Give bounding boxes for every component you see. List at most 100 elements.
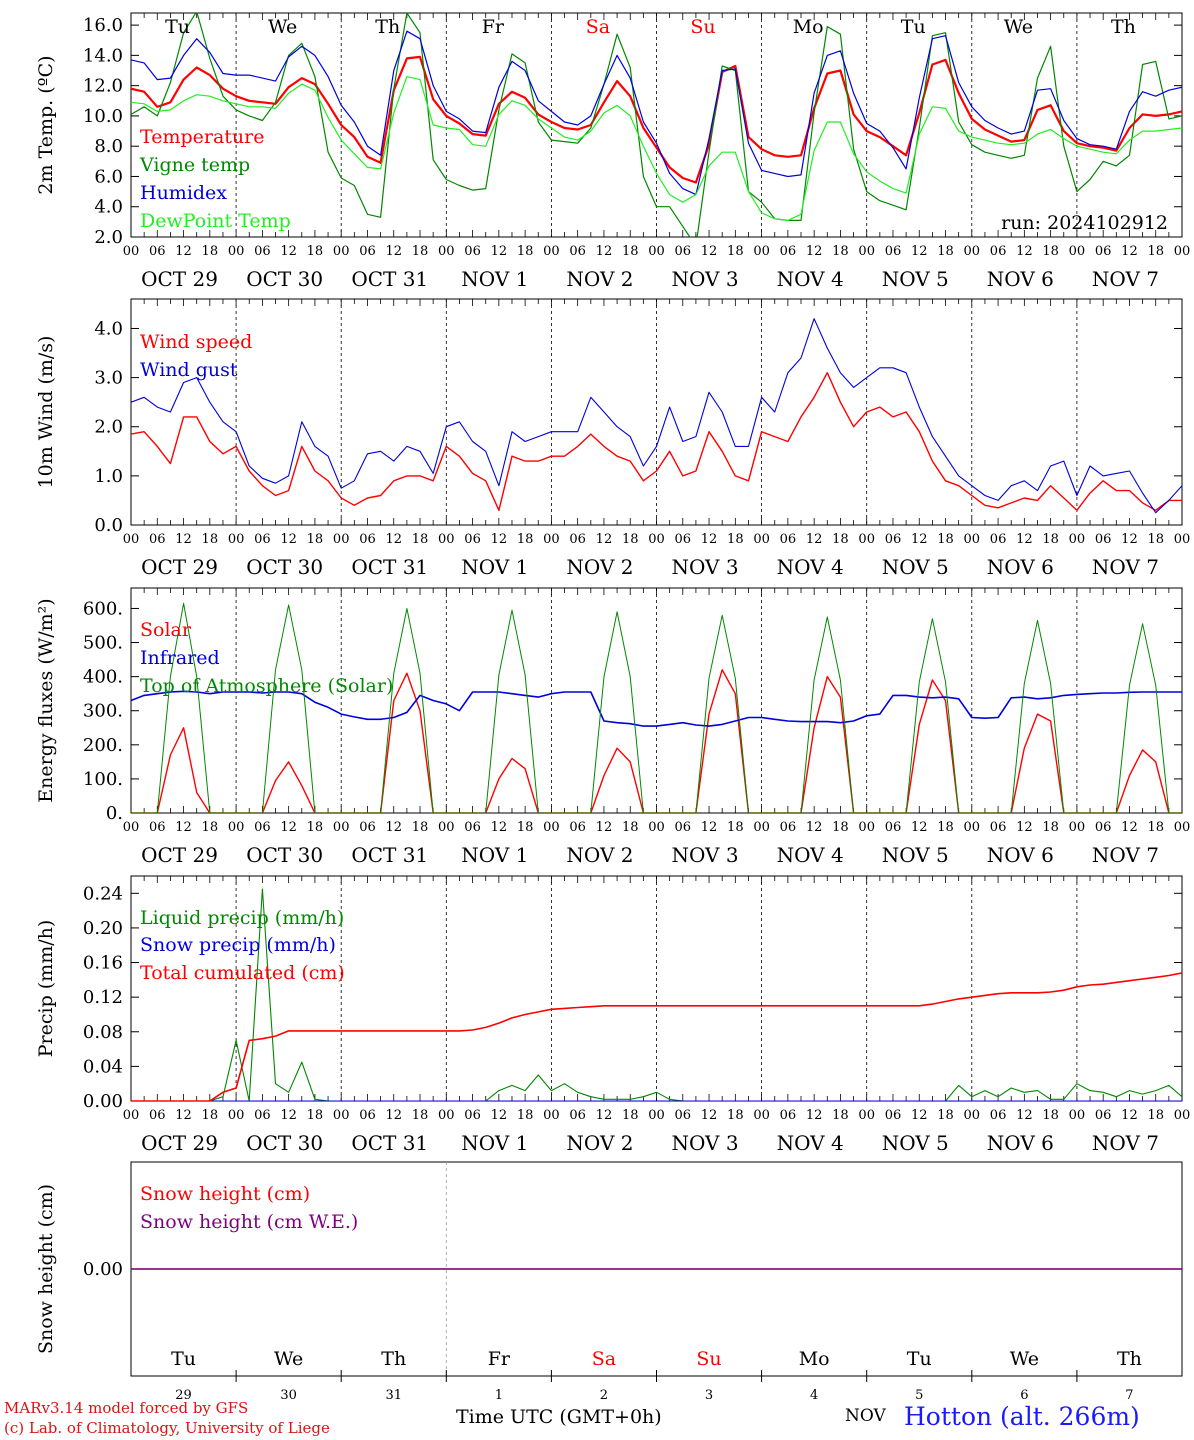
hour-tick-label: 18 bbox=[1147, 1108, 1164, 1123]
hour-tick-label: 00 bbox=[228, 244, 245, 259]
hour-tick-label: 18 bbox=[937, 1108, 954, 1123]
y-axis-label: 2m Temp. (ºC) bbox=[35, 55, 57, 194]
date-label: OCT 31 bbox=[351, 843, 428, 867]
date-label: NOV 7 bbox=[1092, 555, 1159, 579]
date-label: NOV 4 bbox=[777, 843, 844, 867]
weekday-label: Th bbox=[1111, 16, 1136, 38]
hour-tick-label: 00 bbox=[333, 820, 350, 835]
hour-tick-label: 00 bbox=[648, 820, 665, 835]
hour-tick-label: 18 bbox=[727, 532, 744, 547]
hour-tick-label: 00 bbox=[1174, 244, 1191, 259]
date-label: NOV 1 bbox=[461, 1131, 528, 1155]
hour-tick-label: 06 bbox=[675, 1108, 692, 1123]
hour-tick-label: 18 bbox=[937, 244, 954, 259]
hour-tick-label: 18 bbox=[307, 244, 324, 259]
hour-tick-label: 06 bbox=[359, 820, 376, 835]
date-label: OCT 29 bbox=[141, 267, 218, 291]
hour-tick-label: 00 bbox=[333, 244, 350, 259]
series-line-total-cumulated-cm bbox=[131, 972, 1182, 1101]
day-number-label: 29 bbox=[175, 1388, 192, 1403]
hour-tick-label: 00 bbox=[228, 820, 245, 835]
date-label: NOV 5 bbox=[882, 267, 949, 291]
hour-tick-label: 12 bbox=[1121, 532, 1138, 547]
hour-tick-label: 06 bbox=[1095, 244, 1112, 259]
time-axis-label: Time UTC (GMT+0h) bbox=[456, 1406, 662, 1428]
hour-tick-label: 06 bbox=[359, 1108, 376, 1123]
credit-lab: (c) Lab. of Climatology, University of L… bbox=[4, 1419, 330, 1437]
hour-tick-label: 06 bbox=[1095, 1108, 1112, 1123]
hour-tick-label: 00 bbox=[438, 532, 455, 547]
date-label: NOV 1 bbox=[461, 267, 528, 291]
hour-tick-label: 18 bbox=[307, 532, 324, 547]
hour-tick-label: 12 bbox=[385, 820, 402, 835]
y-axis-label: 10m Wind (m/s) bbox=[35, 336, 57, 489]
date-label: NOV 1 bbox=[461, 555, 528, 579]
hour-tick-label: 12 bbox=[806, 532, 823, 547]
date-label: NOV 1 bbox=[461, 843, 528, 867]
date-label: NOV 3 bbox=[672, 1131, 739, 1155]
hour-tick-label: 18 bbox=[202, 1108, 219, 1123]
hour-tick-label: 12 bbox=[280, 244, 297, 259]
hour-tick-label: 06 bbox=[149, 1108, 166, 1123]
hour-tick-label: 12 bbox=[596, 244, 613, 259]
hour-tick-label: 18 bbox=[832, 820, 849, 835]
y-tick-label: 0.12 bbox=[83, 987, 123, 1008]
hour-tick-label: 06 bbox=[464, 1108, 481, 1123]
day-number-label: 4 bbox=[810, 1388, 818, 1403]
weekday-label: Mo bbox=[799, 1348, 830, 1370]
hour-tick-label: 00 bbox=[228, 532, 245, 547]
hour-tick-label: 06 bbox=[1095, 820, 1112, 835]
date-label: OCT 29 bbox=[141, 1131, 218, 1155]
hour-tick-label: 12 bbox=[701, 1108, 718, 1123]
hour-tick-label: 18 bbox=[622, 532, 639, 547]
month-label: NOV bbox=[845, 1406, 886, 1426]
weekday-label: Th bbox=[381, 1348, 406, 1370]
date-label: NOV 2 bbox=[566, 1131, 633, 1155]
y-tick-label: 4.0 bbox=[94, 197, 123, 218]
hour-tick-label: 06 bbox=[780, 820, 797, 835]
hour-tick-label: 00 bbox=[438, 1108, 455, 1123]
hour-tick-label: 00 bbox=[964, 1108, 981, 1123]
hour-tick-label: 00 bbox=[123, 1108, 140, 1123]
legend-entry: Infrared bbox=[140, 647, 220, 669]
hour-tick-label: 06 bbox=[990, 1108, 1007, 1123]
date-label: NOV 6 bbox=[987, 843, 1054, 867]
hour-tick-label: 06 bbox=[1095, 532, 1112, 547]
series-line-solar bbox=[131, 669, 1182, 813]
hour-tick-label: 18 bbox=[622, 820, 639, 835]
hour-tick-label: 00 bbox=[1069, 820, 1086, 835]
y-tick-label: 0.04 bbox=[83, 1056, 123, 1077]
weekday-label: Sa bbox=[592, 1348, 616, 1370]
hour-tick-label: 06 bbox=[254, 1108, 271, 1123]
hour-tick-label: 00 bbox=[123, 532, 140, 547]
y-tick-label: 300. bbox=[83, 701, 123, 722]
y-tick-label: 3.0 bbox=[94, 368, 123, 389]
weekday-label: Th bbox=[375, 16, 400, 38]
hour-tick-label: 12 bbox=[385, 532, 402, 547]
hour-tick-label: 00 bbox=[1069, 244, 1086, 259]
weekday-label: We bbox=[1004, 16, 1033, 38]
hour-tick-label: 12 bbox=[175, 532, 192, 547]
hour-tick-label: 18 bbox=[622, 1108, 639, 1123]
legend-entry: Snow precip (mm/h) bbox=[140, 934, 336, 956]
hour-tick-label: 12 bbox=[280, 1108, 297, 1123]
weekday-label: Tu bbox=[171, 1348, 196, 1370]
hour-tick-label: 06 bbox=[885, 244, 902, 259]
hour-tick-label: 18 bbox=[727, 1108, 744, 1123]
legend-entry: Wind speed bbox=[140, 331, 252, 353]
y-tick-label: 0.0 bbox=[94, 515, 123, 536]
date-label: OCT 31 bbox=[351, 1131, 428, 1155]
hour-tick-label: 00 bbox=[438, 244, 455, 259]
hour-tick-label: 06 bbox=[675, 244, 692, 259]
legend-entry: DewPoint Temp bbox=[140, 210, 291, 232]
hour-tick-label: 12 bbox=[1016, 244, 1033, 259]
date-label: OCT 29 bbox=[141, 843, 218, 867]
y-tick-label: 6.0 bbox=[94, 166, 123, 187]
weekday-label: Th bbox=[1117, 1348, 1142, 1370]
hour-tick-label: 12 bbox=[806, 1108, 823, 1123]
date-label: NOV 5 bbox=[882, 1131, 949, 1155]
hour-tick-label: 06 bbox=[569, 532, 586, 547]
hour-tick-label: 12 bbox=[1121, 820, 1138, 835]
hour-tick-label: 00 bbox=[753, 1108, 770, 1123]
day-number-label: 7 bbox=[1125, 1388, 1133, 1403]
